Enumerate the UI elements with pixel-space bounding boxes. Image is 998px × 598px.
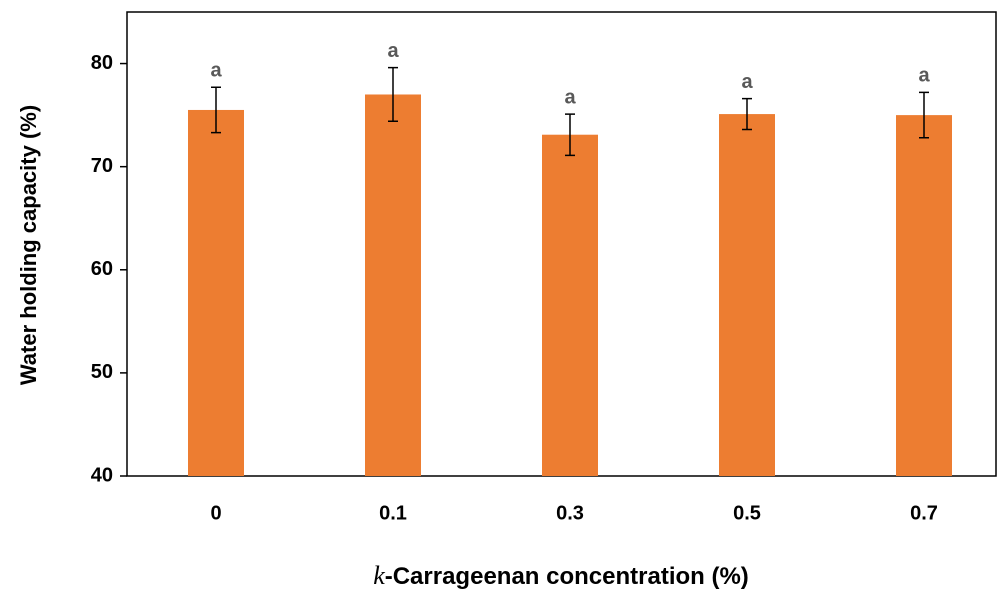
significance-letter: a bbox=[387, 40, 399, 62]
x-axis-title: k-Carrageenan concentration (%) bbox=[373, 561, 749, 590]
y-tick-label: 70 bbox=[91, 155, 113, 177]
x-axis-title-text: -Carrageenan concentration (%) bbox=[385, 563, 749, 590]
x-tick-label: 0.1 bbox=[379, 502, 407, 524]
y-tick-label: 60 bbox=[91, 258, 113, 280]
significance-letter: a bbox=[564, 86, 576, 108]
error-bar bbox=[388, 66, 398, 123]
y-tick-label: 40 bbox=[91, 464, 113, 486]
error-bar bbox=[211, 86, 221, 134]
x-tick-label: 0.3 bbox=[556, 502, 584, 524]
significance-letter: a bbox=[918, 65, 930, 87]
y-axis-title: Water holding capacity (%) bbox=[16, 105, 41, 385]
significance-letter: a bbox=[741, 71, 753, 93]
y-tick-label: 80 bbox=[91, 52, 113, 74]
bar bbox=[719, 114, 775, 476]
significance-letter: a bbox=[210, 60, 222, 82]
bar bbox=[896, 115, 952, 476]
bar bbox=[542, 134, 598, 477]
x-tick-label: 0.7 bbox=[910, 502, 938, 524]
x-axis-title-symbol: k bbox=[373, 561, 385, 590]
bar bbox=[365, 94, 421, 476]
error-bar bbox=[919, 91, 929, 139]
error-bar bbox=[565, 113, 575, 157]
x-tick-label: 0.5 bbox=[733, 502, 761, 524]
x-tick-label: 0 bbox=[210, 502, 221, 524]
bar bbox=[188, 109, 244, 476]
error-bar bbox=[742, 97, 752, 131]
y-tick-label: 50 bbox=[91, 361, 113, 383]
